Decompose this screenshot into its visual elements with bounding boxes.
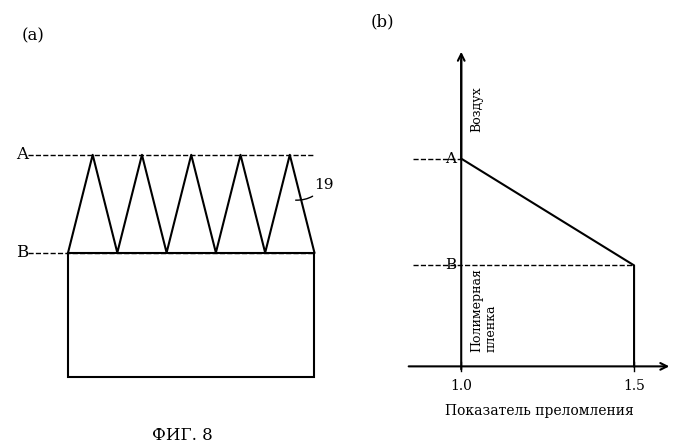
Text: 1.0: 1.0 xyxy=(450,379,473,393)
Text: A: A xyxy=(445,151,456,166)
Text: B: B xyxy=(15,244,28,261)
Text: 1.5: 1.5 xyxy=(623,379,645,393)
Text: Полимерная
пленка: Полимерная пленка xyxy=(470,268,498,352)
Text: A: A xyxy=(16,146,28,164)
Text: 19: 19 xyxy=(295,178,334,200)
Text: B: B xyxy=(445,258,456,272)
Text: ФИГ. 8: ФИГ. 8 xyxy=(152,426,212,444)
Text: Показатель преломления: Показатель преломления xyxy=(444,404,634,418)
Text: (b): (b) xyxy=(371,13,395,30)
Bar xyxy=(68,253,314,377)
Text: (a): (a) xyxy=(22,27,45,44)
Text: Воздух: Воздух xyxy=(470,87,483,132)
